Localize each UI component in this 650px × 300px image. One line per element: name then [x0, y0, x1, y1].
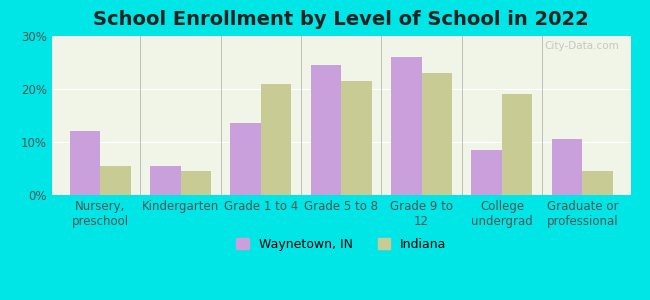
Bar: [552, 139, 582, 195]
Bar: [311, 65, 341, 195]
Legend: Waynetown, IN, Indiana: Waynetown, IN, Indiana: [231, 232, 452, 256]
Text: City-Data.com: City-Data.com: [544, 41, 619, 51]
Bar: [230, 124, 261, 195]
Bar: [70, 131, 100, 195]
Bar: [471, 150, 502, 195]
Title: School Enrollment by Level of School in 2022: School Enrollment by Level of School in …: [94, 10, 589, 29]
Bar: [391, 57, 422, 195]
Bar: [100, 166, 131, 195]
Bar: [582, 171, 613, 195]
Bar: [422, 73, 452, 195]
Bar: [502, 94, 532, 195]
Bar: [181, 171, 211, 195]
Bar: [341, 81, 372, 195]
Bar: [261, 84, 291, 195]
Bar: [150, 166, 181, 195]
